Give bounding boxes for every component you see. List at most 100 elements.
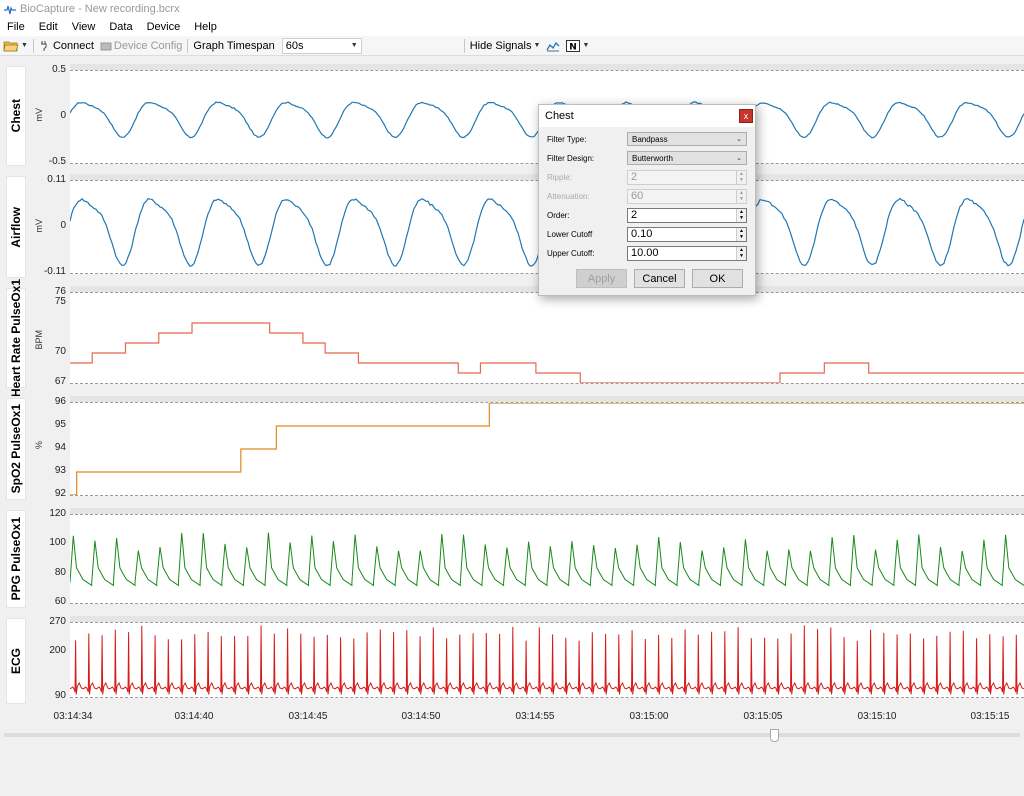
normalize-button[interactable]: N ▼ (563, 37, 592, 55)
panel-label[interactable]: Chest (6, 66, 26, 166)
unit-label: BPM (34, 330, 44, 350)
filter-design-select[interactable]: Butterworth ⌄ (627, 151, 747, 165)
order-row: Order: 2 ▲ ▼ (547, 207, 747, 223)
up-arrow-icon[interactable]: ▲ (737, 227, 746, 234)
time-scroll-track[interactable] (4, 733, 1020, 737)
up-arrow-icon[interactable]: ▲ (737, 246, 746, 253)
order-stepper[interactable]: 2 ▲ ▼ (627, 207, 747, 223)
cancel-button[interactable]: Cancel (634, 269, 685, 288)
chevron-down-icon: ⌄ (736, 155, 742, 162)
upper-cutoff-row: Upper Cutoff: 10.00 ▲ ▼ (547, 245, 747, 261)
ripple-row: Ripple: 2 ▲ ▼ (547, 169, 747, 185)
y-tick-label: 0 (60, 110, 66, 121)
ripple-stepper[interactable]: 2 ▲ ▼ (627, 169, 747, 185)
signal-trace (70, 532, 1024, 587)
menu-device[interactable]: Device (146, 21, 181, 33)
down-arrow-icon[interactable]: ▼ (737, 234, 746, 241)
panel-label[interactable]: Heart Rate PulseOx1 (6, 279, 26, 397)
plot-area[interactable] (70, 402, 1024, 496)
down-arrow-icon[interactable]: ▼ (737, 196, 746, 203)
filter-design-label: Filter Design: (547, 153, 595, 163)
plug-icon (40, 40, 47, 51)
apply-button[interactable]: Apply (576, 269, 627, 288)
unit-label: % (34, 441, 44, 450)
chart-view-button[interactable] (543, 37, 563, 55)
open-file-button[interactable]: ▼ (0, 37, 31, 55)
order-value: 2 (631, 209, 638, 221)
toolbar-separator (463, 38, 465, 53)
panel-label[interactable]: Airflow (6, 176, 26, 278)
time-tick: 03:14:45 (288, 711, 328, 722)
panel-label[interactable]: ECG (6, 618, 26, 704)
up-arrow-icon[interactable]: ▲ (737, 208, 746, 215)
panel-label[interactable]: PPG PulseOx1 (6, 510, 26, 608)
menu-help[interactable]: Help (194, 21, 217, 33)
chevron-down-icon: ▼ (582, 42, 590, 49)
signal-panel: Airflow mV 0.11 0 -0.11 (0, 174, 1024, 280)
filter-design-value: Butterworth (632, 153, 673, 163)
y-tick-label: 120 (49, 508, 66, 519)
close-icon[interactable]: x (739, 109, 753, 123)
up-arrow-icon[interactable]: ▲ (737, 189, 746, 196)
upper-cutoff-stepper[interactable]: 10.00 ▲ ▼ (627, 245, 747, 261)
stepper-buttons: ▲ ▼ (736, 170, 746, 184)
title-bar: BioCapture - New recording.bcrx (0, 0, 1024, 18)
stepper-buttons: ▲ ▼ (736, 208, 746, 222)
y-tick-label: 94 (54, 442, 66, 453)
ok-button[interactable]: OK (692, 269, 743, 288)
panel-label-text: ECG (9, 647, 23, 674)
hide-signals-button[interactable]: Hide Signals ▼ (467, 37, 544, 55)
filter-type-row: Filter Type: Bandpass ⌄ (547, 131, 747, 147)
menu-view[interactable]: View (71, 21, 96, 33)
menu-file[interactable]: File (7, 21, 25, 33)
y-tick-label: 67 (54, 376, 66, 387)
upper-cutoff-label: Upper Cutoff: (547, 248, 595, 258)
time-axis: 03:14:34 03:14:40 03:14:45 03:14:50 03:1… (0, 706, 1024, 726)
signal-panel: Heart Rate PulseOx1 BPM 76 75 70 67 (0, 279, 1024, 397)
filter-type-select[interactable]: Bandpass ⌄ (627, 132, 747, 146)
time-tick: 03:15:05 (743, 711, 783, 722)
filter-dialog: Chest x Filter Type: Bandpass ⌄ Filter D… (538, 104, 756, 296)
y-tick-label: 200 (49, 644, 66, 656)
connect-button[interactable]: Connect (36, 37, 97, 55)
down-arrow-icon[interactable]: ▼ (737, 177, 746, 184)
toolbar-separator (187, 38, 189, 53)
panel-label-text: Chest (9, 99, 23, 133)
menu-data[interactable]: Data (109, 21, 133, 33)
plot-area[interactable] (70, 292, 1024, 384)
stepper-buttons: ▲ ▼ (736, 227, 746, 241)
y-tick-label: 100 (49, 537, 66, 549)
attenuation-label: Attenuation: (547, 191, 590, 201)
down-arrow-icon[interactable]: ▼ (737, 253, 746, 260)
plot-area[interactable] (70, 514, 1024, 604)
time-tick: 03:15:10 (857, 711, 897, 722)
dialog-title-bar: Chest x (539, 105, 755, 127)
lower-cutoff-row: Lower Cutoff 0.10 ▲ ▼ (547, 226, 747, 242)
svg-text:N: N (570, 42, 578, 52)
order-label: Order: (547, 210, 570, 220)
time-scroll-thumb[interactable] (770, 729, 779, 742)
signal-trace (70, 625, 1024, 695)
chevron-down-icon: ▼ (533, 42, 541, 49)
line-chart-icon (546, 41, 560, 51)
attenuation-stepper[interactable]: 60 ▲ ▼ (627, 188, 747, 204)
unit-label: mV (34, 219, 44, 233)
graph-timespan-label: Graph Timespan (193, 39, 275, 52)
filter-type-value: Bandpass (632, 134, 668, 144)
device-config-label: Device Config (113, 39, 183, 52)
panel-label-text: Airflow (9, 206, 23, 248)
time-tick: 03:14:40 (174, 711, 214, 722)
graph-timespan-select[interactable]: 60s ▼ (281, 37, 362, 54)
menu-edit[interactable]: Edit (38, 21, 58, 33)
time-tick: 03:14:55 (515, 711, 555, 722)
panel-label[interactable]: SpO2 PulseOx1 (6, 398, 26, 500)
lower-cutoff-stepper[interactable]: 0.10 ▲ ▼ (627, 226, 747, 242)
up-arrow-icon[interactable]: ▲ (737, 170, 746, 177)
device-config-icon (100, 42, 112, 50)
signal-trace (70, 403, 1024, 495)
down-arrow-icon[interactable]: ▼ (737, 215, 746, 222)
graph-timespan-value: 60s (285, 39, 304, 52)
y-tick-label: -0.5 (48, 156, 66, 167)
device-config-button[interactable]: Device Config (97, 37, 185, 55)
plot-area[interactable] (70, 622, 1024, 698)
